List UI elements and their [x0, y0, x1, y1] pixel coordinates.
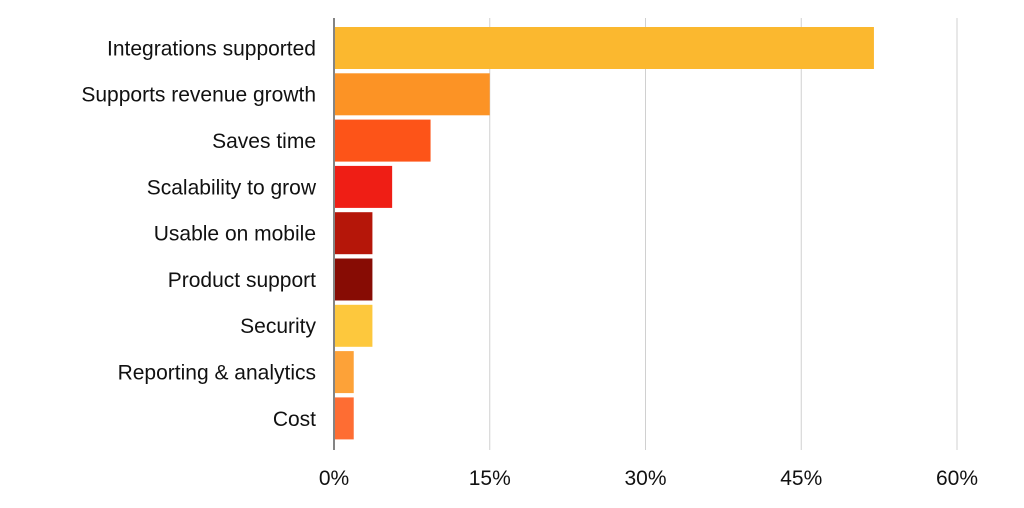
category-label: Usable on mobile [154, 223, 316, 246]
x-tick-labels: 0% 15% 30% 45% 60% [319, 467, 978, 490]
bar-reporting-analytics [335, 351, 354, 394]
category-label: Saves time [212, 130, 316, 153]
gridlines [489, 18, 958, 450]
category-label: Cost [273, 408, 316, 431]
category-label: Integrations supported [107, 37, 316, 60]
bar-integrations-supported [335, 27, 874, 69]
bars [335, 27, 874, 440]
x-tick-label: 30% [624, 467, 666, 490]
bar-cost [335, 397, 354, 440]
bar-saves-time [335, 119, 431, 162]
x-tick-label: 15% [469, 467, 511, 490]
x-tick-label: 45% [780, 467, 822, 490]
x-tick-label: 0% [319, 467, 349, 490]
category-label: Security [240, 315, 316, 338]
category-label: Reporting & analytics [118, 361, 316, 384]
bar-supports-revenue-growth [335, 73, 490, 116]
bar-usable-on-mobile [335, 212, 373, 255]
category-labels: Integrations supported Supports revenue g… [81, 37, 316, 430]
category-label: Supports revenue growth [81, 84, 316, 107]
bar-scalability-to-grow [335, 165, 393, 208]
category-label: Scalability to grow [147, 176, 317, 199]
bar-product-support [335, 258, 373, 301]
x-tick-label: 60% [936, 467, 978, 490]
category-label: Product support [168, 269, 316, 292]
bar-security [335, 304, 373, 347]
